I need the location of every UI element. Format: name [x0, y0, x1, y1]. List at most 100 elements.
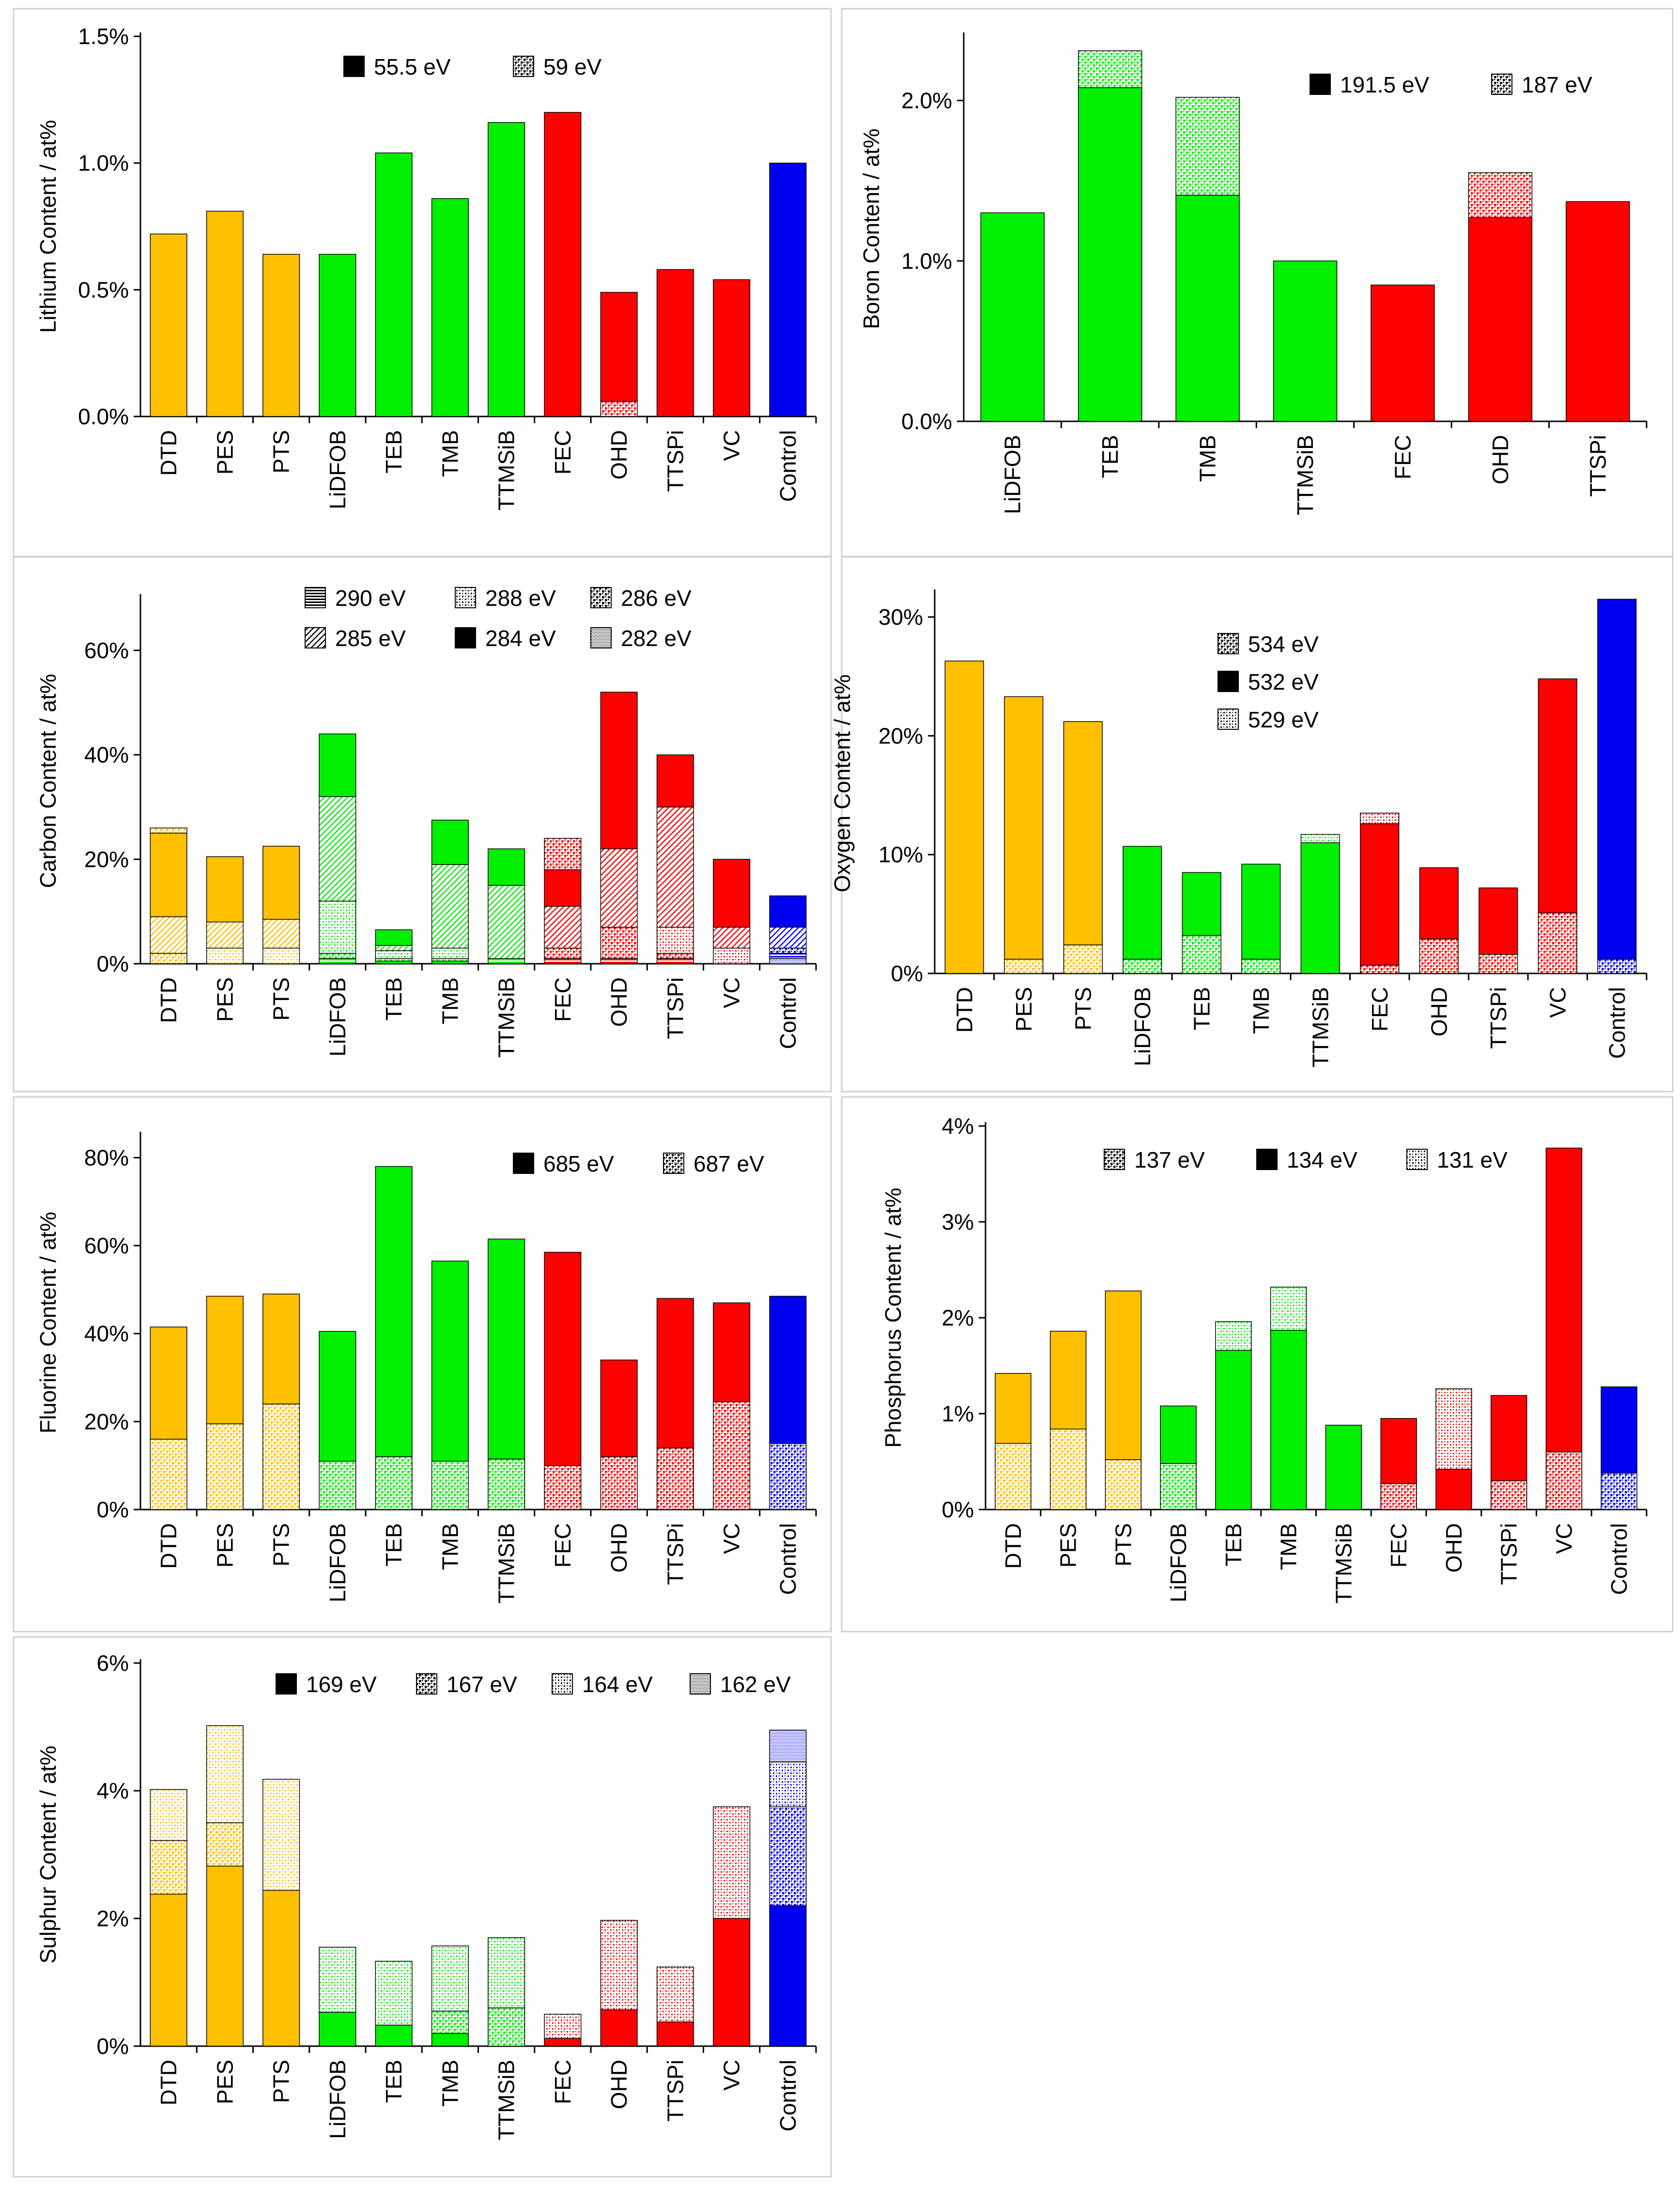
phosphorus-legend-label: 137 eV [1134, 1147, 1205, 1172]
lithium-xtick-label: DTD [156, 430, 181, 476]
carbon-xtick-label: PES [212, 977, 237, 1022]
phosphorus-xtick-label: TTMSiB [1331, 1523, 1356, 1603]
sulphur-bar-ttspi-164-ev [656, 1966, 694, 2022]
oxygen-bar-ttmsib-532-ev [1300, 842, 1340, 974]
oxygen-xtick-label: VC [1545, 987, 1570, 1018]
fluorine-legend-swatch [513, 1153, 534, 1174]
lithium-legend-label: 55.5 eV [374, 54, 451, 79]
phosphorus-ytick-label: 4% [942, 1113, 974, 1139]
lithium-xtick-label: VC [719, 430, 744, 461]
carbon-bar-tmb-286-ev [431, 958, 469, 962]
lithium-panel-border [13, 8, 832, 557]
carbon-bar-lidfob-286-ev [319, 953, 356, 959]
fluorine-xtick-label: VC [719, 1523, 744, 1554]
oxygen-xtick-label: OHD [1426, 987, 1451, 1036]
sulphur-bar-fec-169-ev [544, 2038, 582, 2047]
sulphur-bar-control-169-ev [769, 1905, 807, 2047]
oxygen-xtick-label: TTSPi [1486, 987, 1511, 1049]
oxygen-bar-fec-534-ev [1360, 965, 1400, 974]
oxygen-chart: 0% 10% 20% 30% Oxygen Content / at% DTD PES PTS… [830, 556, 1674, 1093]
fluorine-bar-lidfob-685-ev [319, 1331, 356, 1462]
boron-y-axis-label: Boron Content / at% [859, 128, 884, 329]
fluorine-bar-control-685-ev [769, 1295, 807, 1444]
lithium-xtick-label: TEB [381, 430, 406, 473]
fluorine-bar-ttmsib-687-ev [488, 1458, 525, 1510]
sulphur-legend-label: 169 eV [306, 1672, 377, 1697]
phosphorus-legend-swatch [1256, 1149, 1278, 1170]
phosphorus-bar-vc-137-ev [1545, 1451, 1583, 1510]
phosphorus-y-axis-label: Phosphorus Content / at% [880, 1188, 906, 1448]
fluorine-bar-teb-685-ev [375, 1166, 413, 1457]
carbon-xtick-label: TTSPi [663, 977, 688, 1039]
phosphorus-panel-border [841, 1096, 1674, 1633]
fluorine-bar-control-687-ev [769, 1443, 807, 1510]
boron-bar-ttmsib-191-5-ev [1273, 261, 1338, 422]
lithium-xtick-label: LiDFOB [325, 430, 350, 509]
fluorine-bar-ttspi-687-ev [656, 1448, 694, 1510]
sulphur-bar-pes-167-ev [206, 1822, 244, 1866]
fluorine-bar-tmb-687-ev [431, 1461, 469, 1510]
oxygen-xtick-label: TTMSiB [1308, 987, 1333, 1067]
boron-bar-tmb-191-5-ev [1175, 195, 1240, 422]
lithium-ytick-label: 0.5% [78, 277, 129, 302]
lithium-xtick-label: FEC [550, 430, 575, 475]
carbon-xtick-label: PTS [269, 977, 294, 1020]
carbon-bar-ttspi-286-ev [656, 953, 694, 959]
phosphorus-bar-pts-134-ev [1105, 1290, 1142, 1460]
phosphorus-bar-lidfob-134-ev [1160, 1405, 1197, 1464]
carbon-bar-ttspi-285-ev [656, 806, 694, 928]
boron-ytick-label: 0.0% [901, 409, 952, 434]
boron-xtick-label: FEC [1390, 435, 1415, 479]
phosphorus-bar-pes-134-ev [1049, 1330, 1087, 1430]
fluorine-xtick-label: TEB [381, 1523, 406, 1566]
sulphur-bar-dtd-164-ev [150, 1789, 187, 1841]
fluorine-xtick-label: LiDFOB [325, 1523, 350, 1603]
fluorine-legend-label: 687 eV [694, 1151, 764, 1176]
fluorine-xtick-label: PES [212, 1523, 237, 1568]
lithium-xtick-label: Control [775, 430, 801, 502]
phosphorus-legend-swatch [1104, 1149, 1125, 1170]
phosphorus-bar-tmb-131-ev [1270, 1286, 1307, 1331]
sulphur-xtick-label: PES [212, 2060, 237, 2104]
carbon-legend-label: 288 eV [485, 586, 556, 611]
phosphorus-bar-vc-134-ev [1545, 1147, 1583, 1452]
fluorine-bar-ohd-687-ev [600, 1456, 638, 1510]
oxygen-bar-ttmsib-529-ev [1300, 834, 1340, 843]
carbon-legend-label: 284 eV [485, 626, 556, 651]
sulphur-xtick-label: VC [719, 2060, 744, 2091]
boron-chart: 0.0% 1.0% 2.0% Boron Content / at% LiDFOB TEB… [841, 8, 1674, 557]
carbon-bar-teb-286-ev [375, 958, 413, 962]
lithium-bar-control-55-5-ev [769, 162, 807, 417]
lithium-bar-pes-55-5-ev [206, 211, 244, 417]
boron-legend-swatch [1491, 74, 1512, 95]
oxygen-bar-pts-532-ev [1063, 721, 1103, 945]
oxygen-ytick-label: 20% [879, 723, 923, 748]
carbon-xtick-label: FEC [550, 977, 575, 1022]
carbon-bar-dtd-286-ev-top [150, 827, 187, 834]
carbon-bar-lidfob-288-ev [319, 900, 356, 954]
lithium-xtick-label: TTMSiB [494, 430, 519, 510]
carbon-bar-ohd-290-ev [600, 958, 638, 964]
fluorine-bar-vc-685-ev [713, 1302, 751, 1403]
phosphorus-bar-control-134-ev [1601, 1386, 1637, 1474]
carbon-bar-lidfob-290-ev [319, 958, 356, 964]
phosphorus-bar-teb-131-ev [1215, 1321, 1252, 1351]
carbon-bar-ttspi-290-ev [656, 958, 694, 964]
phosphorus-bar-tmb-134-ev [1270, 1329, 1307, 1510]
phosphorus-xtick-label: Control [1606, 1523, 1632, 1595]
oxygen-bar-teb-532-ev [1182, 872, 1221, 936]
oxygen-bar-lidfob-534-ev [1123, 958, 1162, 974]
fluorine-bar-pes-685-ev [206, 1295, 244, 1424]
carbon-ytick-label: 20% [84, 847, 129, 872]
oxygen-xtick-label: FEC [1367, 987, 1392, 1032]
carbon-bar-dtd-286-ev [150, 953, 187, 964]
fluorine-bar-tmb-685-ev [431, 1261, 469, 1462]
lithium-bar-ttmsib-55-5-ev [488, 122, 525, 417]
phosphorus-chart: 0% 1% 2% 3% 4% Phosphorus Content / at% DTD PES… [841, 1096, 1674, 1633]
sulphur-panel-border [13, 1636, 832, 2178]
fluorine-bar-ttmsib-685-ev [488, 1238, 525, 1460]
oxygen-bar-ohd-534-ev [1419, 939, 1459, 974]
carbon-bar-fec-290-ev [544, 958, 582, 964]
oxygen-bar-vc-532-ev [1538, 678, 1577, 913]
